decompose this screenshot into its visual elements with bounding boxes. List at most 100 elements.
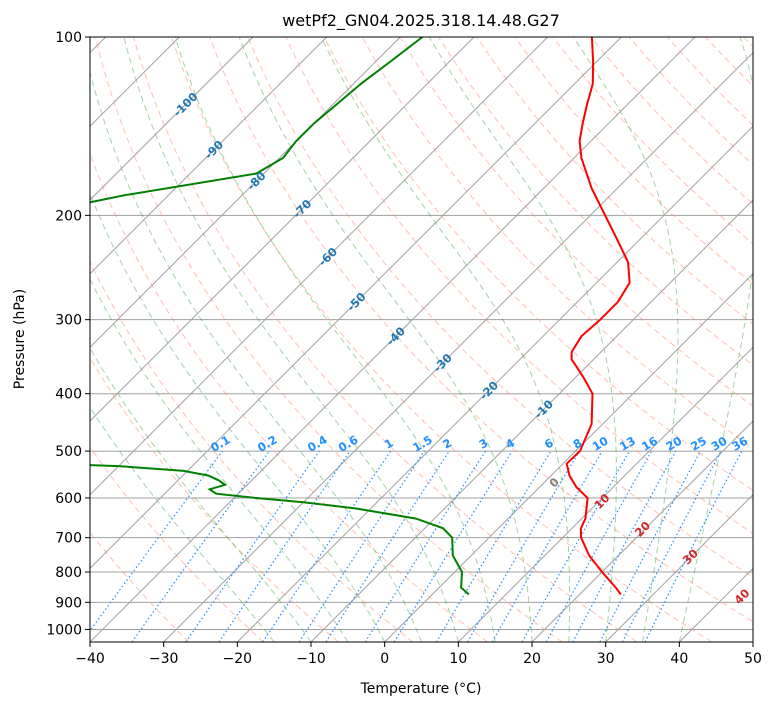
mixing-ratio-line xyxy=(364,450,486,642)
y-tick-label: 200 xyxy=(55,208,82,224)
moist-adiabat xyxy=(90,70,422,642)
series-lines xyxy=(90,37,631,596)
dry-adiabat-label: 20 xyxy=(632,518,653,539)
isotherm xyxy=(531,420,753,642)
mixing-ratio-line xyxy=(435,450,552,642)
mixing-ratio-label: 16 xyxy=(639,434,660,454)
y-tick-label: 600 xyxy=(55,491,82,507)
mixing-ratio-label: 13 xyxy=(617,434,638,454)
x-tick-label: −20 xyxy=(223,651,253,667)
x-axis-label: Temperature (°C) xyxy=(360,681,482,697)
y-axis-ticks: 1000 900 800 700 600 500 400 300 200 100 xyxy=(46,30,90,638)
dry-adiabat xyxy=(171,37,712,642)
x-tick-label: −10 xyxy=(296,651,326,667)
dry-adiabat-label: 10 xyxy=(591,491,612,512)
isotherm xyxy=(90,37,328,275)
isotherm xyxy=(90,37,549,496)
mixing-ratio-line xyxy=(466,450,580,642)
mixing-ratio-label: 10 xyxy=(590,434,611,454)
dry-adiabat xyxy=(743,37,753,48)
isotherm xyxy=(90,37,254,201)
dry-adiabat-label: 40 xyxy=(731,586,752,607)
dry-adiabat xyxy=(590,37,753,205)
x-tick-label: −30 xyxy=(149,651,179,667)
dry-adiabats xyxy=(90,37,753,642)
mixing-ratio-line xyxy=(185,450,320,642)
x-tick-label: 0 xyxy=(380,651,389,667)
moist-adiabat xyxy=(90,278,349,642)
isotherm xyxy=(90,37,696,642)
isotherm xyxy=(163,51,753,642)
dry-adiabat xyxy=(94,37,563,642)
y-tick-label: 400 xyxy=(55,387,82,403)
dry-adiabat xyxy=(90,531,190,642)
moist-adiabat xyxy=(320,37,571,642)
y-tick-label: 900 xyxy=(55,595,82,611)
x-tick-label: 10 xyxy=(449,651,467,667)
dry-adiabat xyxy=(437,37,753,366)
dry-adiabat xyxy=(704,37,753,87)
mixing-ratio-label: 30 xyxy=(709,434,730,454)
moist-adiabat xyxy=(238,37,533,642)
mixing-ratio-line xyxy=(521,450,631,642)
pressure-gridlines xyxy=(90,37,753,630)
mixing-ratio-line xyxy=(572,450,677,642)
mixing-ratio-line xyxy=(90,450,223,632)
dry-adiabat xyxy=(323,37,753,491)
y-tick-label: 300 xyxy=(55,313,82,329)
temperature-line xyxy=(565,37,631,596)
y-tick-label: 700 xyxy=(55,531,82,547)
mixing-ratio-label: 2 xyxy=(440,436,454,452)
dry-adiabat xyxy=(476,37,753,325)
isotherm xyxy=(752,641,753,642)
y-tick-label: 800 xyxy=(55,565,82,581)
moist-adiabat xyxy=(572,37,679,642)
x-tick-label: 30 xyxy=(597,651,615,667)
mixing-ratio-label: 36 xyxy=(729,434,750,454)
y-tick-label: 1000 xyxy=(46,622,82,638)
mixing-ratio-label: 20 xyxy=(663,434,684,454)
dewpoint-line xyxy=(90,37,470,596)
y-axis-label: Pressure (hPa) xyxy=(12,289,28,389)
dry-adiabat-label: 0 xyxy=(546,475,562,491)
x-axis-ticks: −40 −30 −20 −10 0 10 20 30 40 50 xyxy=(75,642,762,667)
mixing-ratio-line xyxy=(131,450,270,642)
mixing-ratio-line xyxy=(262,450,392,642)
y-tick-label: 500 xyxy=(55,444,82,460)
moist-adiabat xyxy=(90,192,386,642)
moist-adiabat xyxy=(90,406,275,642)
x-tick-label: 40 xyxy=(670,651,688,667)
y-tick-label: 100 xyxy=(55,30,82,46)
isotherm xyxy=(457,346,753,642)
isotherm xyxy=(384,272,753,642)
moist-adiabat xyxy=(678,37,753,642)
mixing-ratio-line xyxy=(325,450,450,642)
mixing-ratio-line xyxy=(545,450,653,642)
in-plot-labels: 0.1 0.2 0.4 0.6 1 1.5 2 3 4 6 8 10 13 16 20 25 30 36-100-… xyxy=(170,89,752,607)
mixing-ratio-label: 25 xyxy=(688,434,709,454)
x-tick-label: 50 xyxy=(744,651,762,667)
moist-adiabat xyxy=(90,347,312,642)
dry-adiabat xyxy=(209,37,753,623)
isotherm xyxy=(605,493,753,642)
dry-adiabat xyxy=(132,37,638,642)
mixing-ratio-label: 6 xyxy=(542,436,556,452)
mixing-ratio-line xyxy=(644,450,743,642)
dry-adiabat xyxy=(666,37,753,126)
dry-adiabat xyxy=(90,152,488,642)
dry-adiabat xyxy=(90,260,414,642)
plot-frame xyxy=(89,36,754,643)
moist-adiabat xyxy=(123,37,459,642)
x-tick-label: −40 xyxy=(75,651,105,667)
isotherm xyxy=(310,199,753,642)
mixing-ratio-line xyxy=(298,450,425,642)
moist-adiabat xyxy=(428,37,617,642)
mixing-ratio-line xyxy=(393,450,513,642)
isotherm xyxy=(90,37,622,570)
x-tick-label: 20 xyxy=(523,651,541,667)
moist-adiabat xyxy=(174,37,496,642)
mixing-ratio-lines xyxy=(90,450,743,642)
chart-title: wetPf2_GN04.2025.318.14.48.G27 xyxy=(282,11,560,31)
dry-adiabat xyxy=(90,446,264,642)
mixing-ratio-line xyxy=(218,450,351,642)
